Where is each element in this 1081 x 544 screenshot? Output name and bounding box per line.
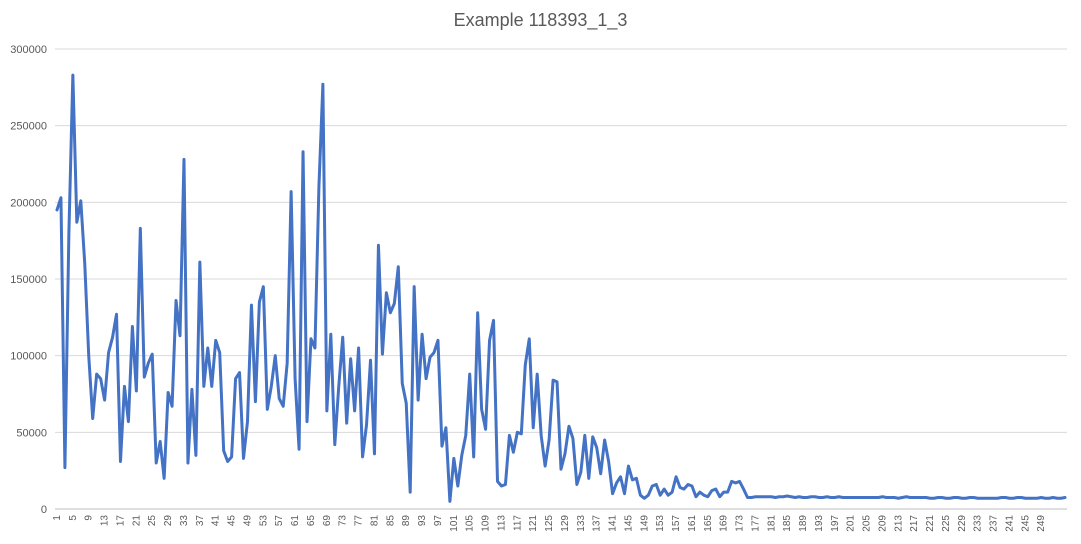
x-tick-label: 61 <box>290 515 301 527</box>
x-tick-label: 13 <box>100 515 111 527</box>
x-tick-label: 9 <box>84 515 95 521</box>
series-layer <box>55 73 1067 503</box>
x-tick-label: 193 <box>814 515 825 532</box>
x-tick-label: 121 <box>528 515 539 532</box>
x-tick-label: 17 <box>115 515 126 527</box>
series-line <box>55 73 1067 503</box>
x-tick-label: 165 <box>703 515 714 532</box>
x-tick-label: 221 <box>925 515 936 532</box>
x-tick-label: 129 <box>560 515 571 532</box>
x-tick-label: 229 <box>957 515 968 532</box>
y-tick-label: 150000 <box>10 274 47 286</box>
x-tick-label: 209 <box>877 515 888 532</box>
x-tick-label: 93 <box>417 515 428 527</box>
gridlines <box>55 48 1067 510</box>
x-tick-label: 153 <box>655 515 666 532</box>
chart-title: Example 118393_1_3 <box>453 10 628 30</box>
x-tick-label: 105 <box>465 515 476 532</box>
x-tick-label: 237 <box>989 515 1000 532</box>
x-tick-label: 173 <box>735 515 746 532</box>
x-tick-label: 205 <box>862 515 873 532</box>
x-tick-label: 249 <box>1036 515 1047 532</box>
x-tick-label: 197 <box>830 515 841 532</box>
x-tick-label: 145 <box>623 515 634 532</box>
x-tick-label: 89 <box>401 515 412 527</box>
y-tick-label: 0 <box>41 504 47 516</box>
x-tick-label: 113 <box>496 515 507 531</box>
x-tick-label: 45 <box>227 515 238 527</box>
x-tick-label: 1 <box>52 515 63 521</box>
x-tick-label: 33 <box>179 515 190 527</box>
x-tick-label: 29 <box>163 515 174 527</box>
x-tick-label: 133 <box>576 515 587 532</box>
y-tick-label: 300000 <box>10 44 47 56</box>
x-tick-label: 69 <box>322 515 333 527</box>
x-tick-label: 157 <box>671 515 682 532</box>
x-tick-label: 137 <box>592 515 603 532</box>
x-tick-label: 245 <box>1020 515 1031 532</box>
x-tick-label: 5 <box>68 515 79 521</box>
x-tick-label: 21 <box>131 515 142 527</box>
y-tick-label: 50000 <box>16 427 47 439</box>
x-tick-label: 169 <box>719 515 730 532</box>
x-tick-label: 161 <box>687 515 698 532</box>
x-tick-label: 37 <box>195 515 206 527</box>
x-tick-label: 57 <box>274 515 285 527</box>
x-tick-label: 65 <box>306 515 317 527</box>
x-tick-label: 117 <box>512 515 523 531</box>
x-tick-label: 81 <box>369 515 380 527</box>
x-tick-label: 217 <box>909 515 920 532</box>
y-tick-label: 100000 <box>10 351 47 363</box>
x-tick-label: 189 <box>798 515 809 532</box>
x-tick-label: 185 <box>782 515 793 532</box>
x-tick-label: 201 <box>846 515 857 532</box>
x-tick-label: 49 <box>242 515 253 527</box>
x-tick-label: 213 <box>893 515 904 532</box>
x-axis: 1 5 9 13 17 21 25 29 33 37 41 45 49 53 57 61 65 69 73 77 81 8… <box>52 515 1047 532</box>
x-tick-label: 149 <box>639 515 650 532</box>
x-tick-label: 225 <box>941 515 952 532</box>
y-tick-label: 250000 <box>10 121 47 133</box>
y-axis: 0 50000 100000 150000 200000 250000 300000 <box>10 44 47 516</box>
x-tick-label: 125 <box>544 515 555 532</box>
x-tick-label: 141 <box>608 515 619 532</box>
x-tick-label: 177 <box>750 515 761 532</box>
x-tick-label: 41 <box>211 515 222 527</box>
x-tick-label: 241 <box>1004 515 1015 532</box>
x-tick-label: 109 <box>481 515 492 532</box>
x-tick-label: 85 <box>385 515 396 527</box>
x-tick-label: 77 <box>354 515 365 527</box>
x-tick-label: 101 <box>449 515 460 532</box>
x-tick-label: 25 <box>147 515 158 527</box>
x-tick-label: 181 <box>766 515 777 532</box>
x-tick-label: 233 <box>973 515 984 532</box>
x-tick-label: 97 <box>433 515 444 527</box>
x-tick-label: 53 <box>258 515 269 527</box>
y-tick-label: 200000 <box>10 197 47 209</box>
x-tick-label: 73 <box>338 515 349 527</box>
